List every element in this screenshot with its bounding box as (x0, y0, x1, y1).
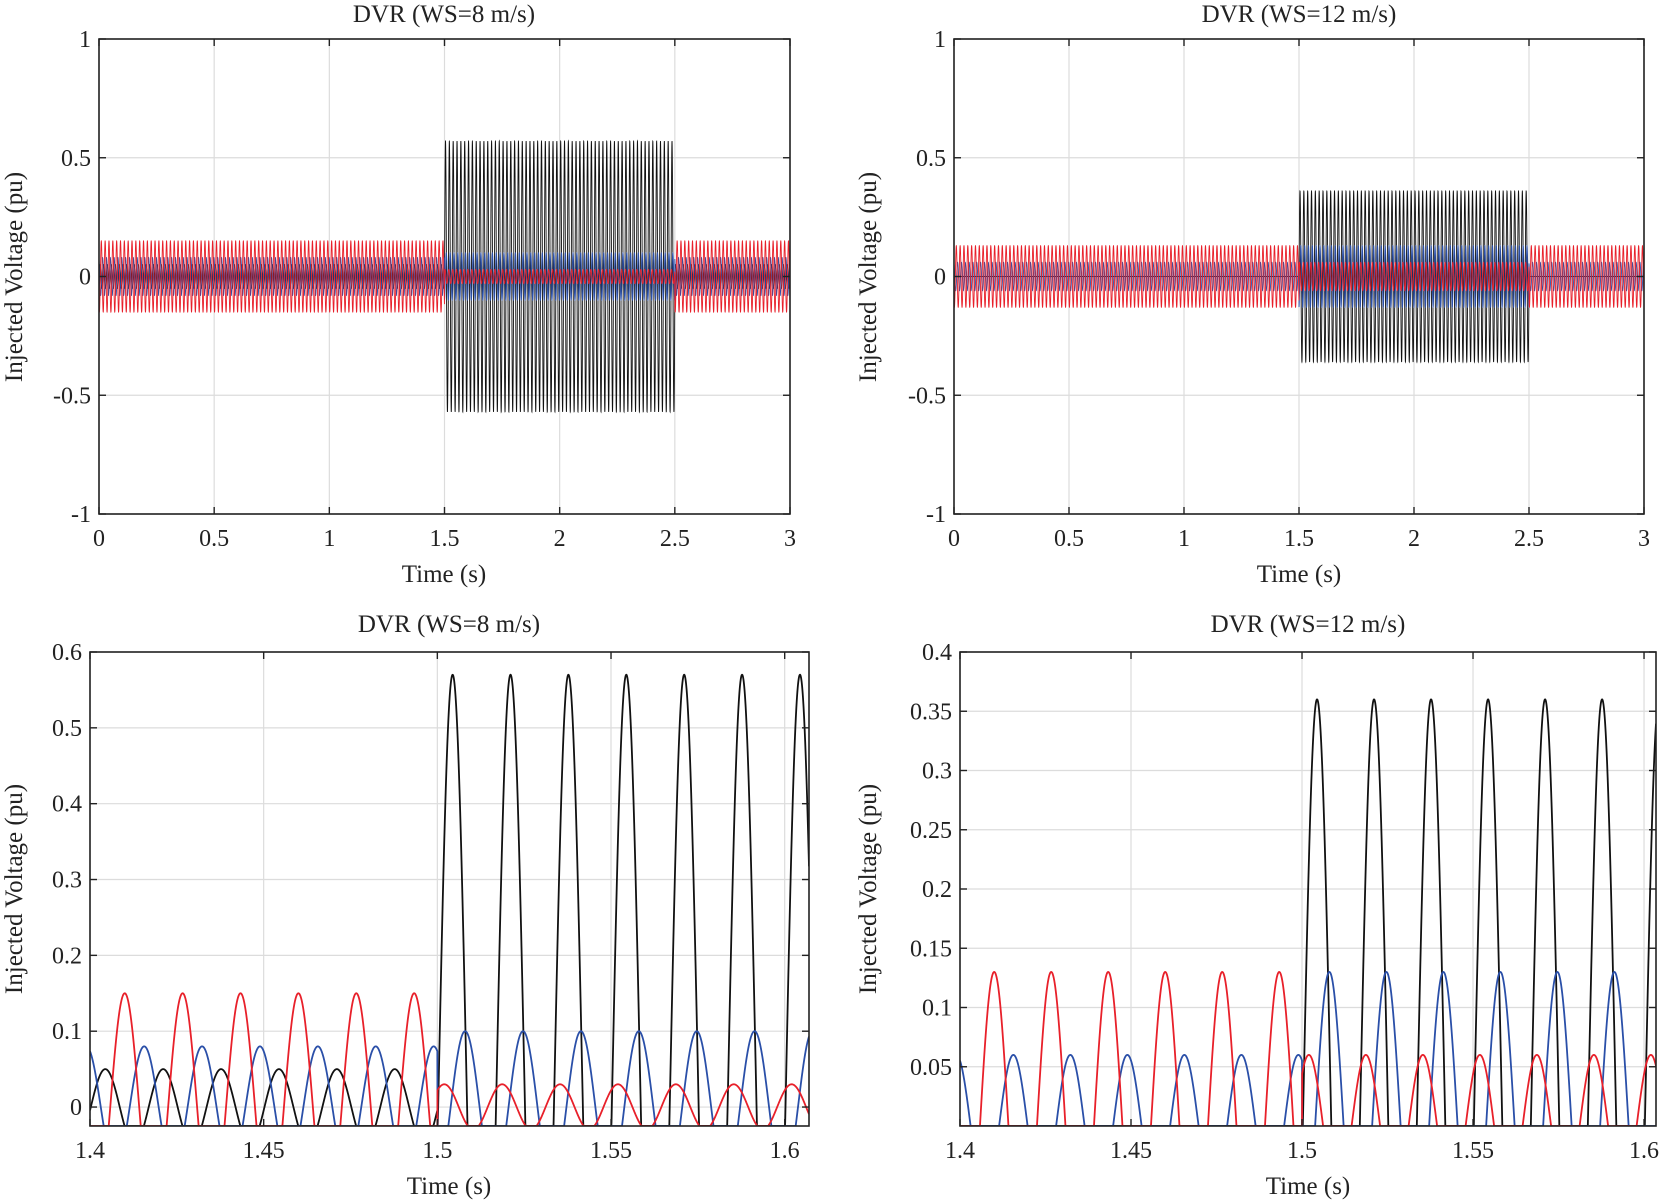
x-tick-label: 1.5 (422, 1138, 452, 1164)
y-tick-label: -0.5 (53, 383, 91, 409)
x-axis-label: Time (s) (407, 1173, 492, 1200)
series-line-2 (90, 1030, 809, 1126)
x-tick-label: 0.5 (1054, 526, 1084, 552)
y-tick-label: 0.35 (910, 699, 952, 725)
x-tick-label: 0.5 (199, 526, 229, 552)
y-tick-label: 1 (79, 27, 91, 53)
y-tick-label: -1 (926, 502, 946, 528)
x-tick-label: 2 (1408, 526, 1420, 552)
x-tick-label: 2.5 (1514, 526, 1544, 552)
y-tick-label: 0.25 (910, 818, 952, 844)
y-tick-label: 1 (934, 27, 946, 53)
chart-title: DVR (WS=8 m/s) (353, 1, 535, 28)
y-tick-label: 0.4 (52, 792, 82, 818)
x-axis-label: Time (s) (402, 561, 487, 588)
axes-box (89, 651, 810, 1127)
x-tick-label: 3 (784, 526, 796, 552)
y-tick-label: 0.5 (52, 716, 82, 742)
subplot-4: 1.4 1.45 1.5 1.55 1.6 0.05 0.1 0.15 0.2 0.25 0.3 0.… (910, 640, 1659, 1164)
series-line-2 (954, 244, 1644, 309)
y-tick-label: 0.2 (52, 943, 82, 969)
x-tick-label: 1.45 (243, 1138, 285, 1164)
chart-title: DVR (WS=8 m/s) (358, 611, 540, 638)
series-line-1 (90, 673, 809, 1126)
series-line-3 (99, 240, 790, 313)
y-axis-label: Injected Voltage (pu) (855, 784, 882, 994)
chart-title: DVR (WS=12 m/s) (1211, 611, 1406, 638)
y-tick-label: 0.5 (61, 146, 91, 172)
y-tick-label: 0.5 (916, 146, 946, 172)
x-tick-label: 2 (554, 526, 566, 552)
y-tick-label: 0 (79, 265, 91, 291)
y-tick-label: 0 (70, 1095, 82, 1121)
x-axis-label: Time (s) (1257, 561, 1342, 588)
series-line-1 (960, 698, 1656, 1126)
x-tick-label: 0 (93, 526, 105, 552)
x-tick-label: 1.5 (1287, 1138, 1317, 1164)
y-tick-label: 0.3 (52, 868, 82, 894)
y-tick-label: -0.5 (908, 383, 946, 409)
y-axis-label: Injected Voltage (pu) (855, 172, 882, 382)
x-tick-label: 3 (1638, 526, 1650, 552)
x-tick-label: 0 (948, 526, 960, 552)
y-tick-label: 0.05 (910, 1055, 952, 1081)
x-tick-label: 1.5 (1284, 526, 1314, 552)
y-tick-label: 0.3 (922, 759, 952, 785)
x-tick-label: 1 (323, 526, 335, 552)
x-tick-label: 1.6 (1629, 1138, 1659, 1164)
x-tick-label: 2.5 (660, 526, 690, 552)
series-line-3 (960, 971, 1656, 1126)
y-tick-label: -1 (71, 502, 91, 528)
y-axis-label: Injected Voltage (pu) (1, 172, 28, 382)
series-line-3 (90, 992, 809, 1126)
chart-title: DVR (WS=12 m/s) (1202, 1, 1397, 28)
x-tick-label: 1.55 (590, 1138, 632, 1164)
x-tick-label: 1.45 (1110, 1138, 1152, 1164)
x-tick-label: 1.55 (1452, 1138, 1494, 1164)
x-axis-label: Time (s) (1266, 1173, 1351, 1200)
y-tick-label: 0.6 (52, 640, 82, 666)
series-line-2 (960, 971, 1656, 1126)
series-line-3 (954, 244, 1644, 308)
y-tick-label: 0.1 (922, 996, 952, 1022)
x-tick-label: 1.6 (770, 1138, 800, 1164)
subplot-2: 0 0.5 1 1.5 2 2.5 3 -1 -0.5 0 0.5 1 (908, 27, 1650, 552)
subplot-3: 1.4 1.45 1.5 1.55 1.6 0 0.1 0.2 0.3 0.4 0.5 0.6 (52, 640, 810, 1164)
x-tick-label: 1 (1178, 526, 1190, 552)
y-tick-label: 0.2 (922, 877, 952, 903)
y-tick-label: 0.15 (910, 936, 952, 962)
y-axis-label: Injected Voltage (pu) (1, 784, 28, 994)
x-tick-label: 1.5 (430, 526, 460, 552)
y-tick-label: 0.1 (52, 1019, 82, 1045)
x-tick-label: 1.4 (75, 1138, 105, 1164)
subplot-1: 0 0.5 1 1.5 2 2.5 3 -1 -0.5 0 0.5 1 (53, 27, 796, 552)
y-tick-label: 0.4 (922, 640, 952, 666)
x-tick-label: 1.4 (945, 1138, 975, 1164)
y-tick-label: 0 (934, 265, 946, 291)
